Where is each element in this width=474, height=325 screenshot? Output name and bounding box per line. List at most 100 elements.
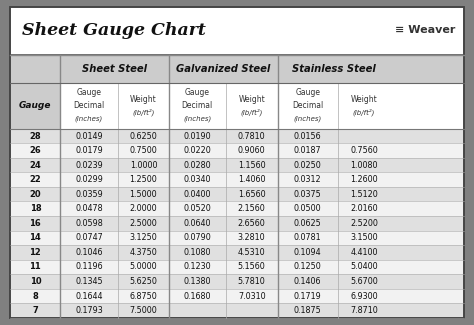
Text: 0.0239: 0.0239 xyxy=(75,161,103,170)
Text: 1.2500: 1.2500 xyxy=(129,175,157,184)
Text: 0.1644: 0.1644 xyxy=(75,292,103,301)
Text: 7.0310: 7.0310 xyxy=(238,292,265,301)
Text: 0.0187: 0.0187 xyxy=(294,146,321,155)
Text: Stainless Steel: Stainless Steel xyxy=(292,64,376,74)
Text: 14: 14 xyxy=(29,233,41,242)
Text: 0.0781: 0.0781 xyxy=(294,233,321,242)
Text: (lb/ft²): (lb/ft²) xyxy=(353,109,375,116)
Text: 3.2810: 3.2810 xyxy=(238,233,265,242)
Text: 7: 7 xyxy=(33,306,38,315)
Text: 1.5000: 1.5000 xyxy=(129,190,157,199)
Text: (lb/ft²): (lb/ft²) xyxy=(132,109,155,116)
Text: 2.5000: 2.5000 xyxy=(129,219,157,228)
Text: 0.0312: 0.0312 xyxy=(294,175,321,184)
Text: 0.1793: 0.1793 xyxy=(75,306,103,315)
FancyBboxPatch shape xyxy=(10,216,464,230)
Text: 20: 20 xyxy=(29,190,41,199)
Text: 16: 16 xyxy=(29,219,41,228)
Text: Decimal: Decimal xyxy=(73,101,105,110)
Text: 0.0625: 0.0625 xyxy=(294,219,321,228)
Text: Gauge: Gauge xyxy=(185,88,210,98)
Text: 24: 24 xyxy=(29,161,41,170)
Text: 0.1230: 0.1230 xyxy=(183,263,211,271)
Text: 0.1680: 0.1680 xyxy=(183,292,211,301)
FancyBboxPatch shape xyxy=(10,303,464,318)
Text: 0.0220: 0.0220 xyxy=(183,146,211,155)
Text: (lb/ft²): (lb/ft²) xyxy=(240,109,263,116)
Text: Decimal: Decimal xyxy=(182,101,213,110)
FancyBboxPatch shape xyxy=(10,172,464,187)
Text: 3.1500: 3.1500 xyxy=(350,233,378,242)
Text: 2.6560: 2.6560 xyxy=(238,219,265,228)
Text: Gauge: Gauge xyxy=(76,88,101,98)
FancyBboxPatch shape xyxy=(10,143,464,158)
FancyBboxPatch shape xyxy=(10,7,464,318)
Text: 0.0400: 0.0400 xyxy=(183,190,211,199)
Text: Decimal: Decimal xyxy=(292,101,323,110)
Text: (inches): (inches) xyxy=(75,115,103,122)
Text: 1.2600: 1.2600 xyxy=(350,175,378,184)
Text: 4.4100: 4.4100 xyxy=(350,248,378,257)
Text: 0.1250: 0.1250 xyxy=(294,263,321,271)
FancyBboxPatch shape xyxy=(10,129,464,143)
FancyBboxPatch shape xyxy=(278,83,464,129)
Text: Gauge: Gauge xyxy=(295,88,320,98)
Text: 0.0359: 0.0359 xyxy=(75,190,103,199)
FancyBboxPatch shape xyxy=(10,83,60,129)
FancyBboxPatch shape xyxy=(10,274,464,289)
Text: 0.9060: 0.9060 xyxy=(238,146,265,155)
Text: 0.0149: 0.0149 xyxy=(75,132,103,140)
Text: 18: 18 xyxy=(29,204,41,213)
Text: 0.1719: 0.1719 xyxy=(294,292,321,301)
Text: 0.0640: 0.0640 xyxy=(183,219,211,228)
Text: 1.1560: 1.1560 xyxy=(238,161,265,170)
Text: Galvanized Steel: Galvanized Steel xyxy=(176,64,271,74)
Text: 2.1560: 2.1560 xyxy=(238,204,265,213)
Text: 0.0179: 0.0179 xyxy=(75,146,103,155)
FancyBboxPatch shape xyxy=(10,289,464,303)
Text: 0.7500: 0.7500 xyxy=(129,146,157,155)
Text: 7.8710: 7.8710 xyxy=(350,306,378,315)
Text: 6.9300: 6.9300 xyxy=(350,292,378,301)
Text: 5.6250: 5.6250 xyxy=(129,277,157,286)
Text: 0.0598: 0.0598 xyxy=(75,219,103,228)
Text: 0.1080: 0.1080 xyxy=(183,248,211,257)
FancyBboxPatch shape xyxy=(10,260,464,274)
Text: Sheet Gauge Chart: Sheet Gauge Chart xyxy=(22,22,206,39)
Text: 5.0000: 5.0000 xyxy=(129,263,157,271)
Text: 0.0478: 0.0478 xyxy=(75,204,103,213)
Text: 0.1046: 0.1046 xyxy=(75,248,103,257)
Text: 3.1250: 3.1250 xyxy=(129,233,157,242)
Text: Weight: Weight xyxy=(350,95,377,104)
Text: 1.5120: 1.5120 xyxy=(350,190,378,199)
Text: 0.7810: 0.7810 xyxy=(238,132,265,140)
Text: 1.4060: 1.4060 xyxy=(238,175,265,184)
Text: 26: 26 xyxy=(29,146,41,155)
Text: 0.7560: 0.7560 xyxy=(350,146,378,155)
Text: 0.1380: 0.1380 xyxy=(183,277,211,286)
Text: 28: 28 xyxy=(29,132,41,140)
Text: 6.8750: 6.8750 xyxy=(129,292,157,301)
Text: 0.0280: 0.0280 xyxy=(183,161,211,170)
Text: Gauge: Gauge xyxy=(19,101,52,110)
Text: 12: 12 xyxy=(29,248,41,257)
FancyBboxPatch shape xyxy=(60,83,169,129)
Text: 0.1094: 0.1094 xyxy=(294,248,321,257)
Text: (inches): (inches) xyxy=(293,115,322,122)
Text: 0.0500: 0.0500 xyxy=(294,204,321,213)
Text: 0.0299: 0.0299 xyxy=(75,175,103,184)
Text: 2.5200: 2.5200 xyxy=(350,219,378,228)
Text: 22: 22 xyxy=(29,175,41,184)
Text: 0.0520: 0.0520 xyxy=(183,204,211,213)
Text: Weight: Weight xyxy=(238,95,265,104)
Text: 5.0400: 5.0400 xyxy=(350,263,378,271)
Text: 1.0080: 1.0080 xyxy=(350,161,378,170)
Text: 5.7810: 5.7810 xyxy=(238,277,265,286)
FancyBboxPatch shape xyxy=(10,245,464,260)
Text: 0.1406: 0.1406 xyxy=(294,277,321,286)
Text: 1.6560: 1.6560 xyxy=(238,190,265,199)
FancyBboxPatch shape xyxy=(169,83,278,129)
Text: 0.0790: 0.0790 xyxy=(183,233,211,242)
Text: 5.6700: 5.6700 xyxy=(350,277,378,286)
Text: 0.1196: 0.1196 xyxy=(75,263,103,271)
